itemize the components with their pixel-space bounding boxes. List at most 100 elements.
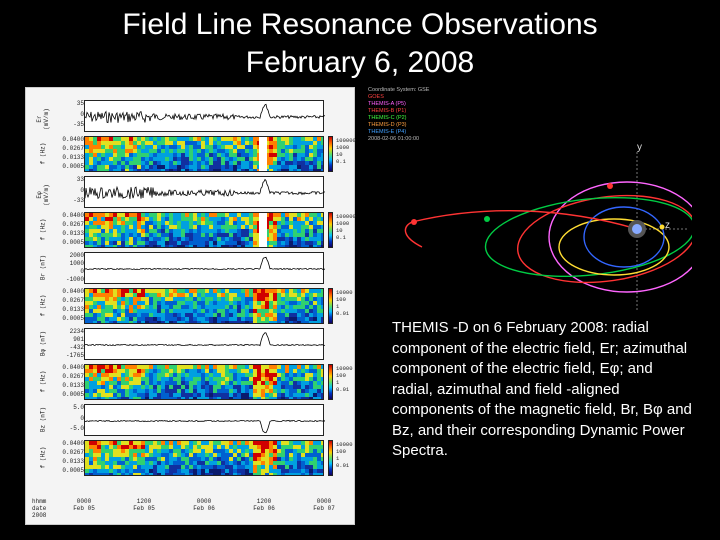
- spectrogram-cell: [241, 233, 245, 237]
- panel-yticks: 33 0 -33: [56, 176, 84, 208]
- spectrogram-cell: [169, 225, 173, 229]
- spectrogram-cell: [201, 393, 205, 397]
- spectrogram-cell: [281, 305, 285, 309]
- spectrogram-cell: [113, 141, 117, 145]
- spectrogram-cell: [197, 165, 201, 169]
- spectrogram-cell: [161, 445, 165, 449]
- spectrogram-cell: [101, 297, 105, 301]
- spectrogram-cell: [185, 165, 189, 169]
- spectrogram-cell: [245, 321, 249, 323]
- spectrogram-cell: [181, 241, 185, 245]
- spectrogram-cell: [109, 229, 113, 233]
- spectrogram-cell: [185, 389, 189, 393]
- spectrogram-image: [85, 213, 323, 247]
- spectrogram-cell: [289, 317, 293, 321]
- spectrogram-cell: [121, 305, 125, 309]
- spectrogram-cell: [89, 473, 93, 475]
- spectrogram-cell: [317, 453, 321, 457]
- spectrogram-cell: [193, 293, 197, 297]
- spectrogram-cell: [133, 237, 137, 241]
- spectrogram-cell: [269, 469, 273, 473]
- spectrogram-cell: [145, 365, 149, 369]
- spectrogram-cell: [173, 225, 177, 229]
- spectrogram-cell: [281, 469, 285, 473]
- spectrogram-cell: [205, 445, 209, 449]
- spectrogram-cell: [129, 317, 133, 321]
- spectrogram-cell: [285, 141, 289, 145]
- spectrogram-panel: [84, 288, 324, 324]
- spectrogram-cell: [265, 293, 269, 297]
- spectrogram-cell: [313, 237, 317, 241]
- spectrogram-cell: [249, 473, 253, 475]
- spectrogram-cell: [217, 141, 221, 145]
- spectrogram-cell: [209, 157, 213, 161]
- spectrogram-cell: [301, 237, 305, 241]
- spectrogram-cell: [109, 393, 113, 397]
- spectrogram-cell: [121, 289, 125, 293]
- spectrogram-cell: [117, 161, 121, 165]
- spectrogram-cell: [137, 289, 141, 293]
- spectrogram-cell: [321, 305, 323, 309]
- spectrogram-cell: [201, 297, 205, 301]
- spectrogram-cell: [209, 385, 213, 389]
- spectrogram-cell: [313, 157, 317, 161]
- spectrogram-cell: [233, 213, 237, 217]
- spectrogram-cell: [245, 145, 249, 149]
- spectrogram-cell: [145, 157, 149, 161]
- spectrogram-cell: [189, 137, 193, 141]
- spectrogram-cell: [161, 153, 165, 157]
- spectrogram-cell: [201, 233, 205, 237]
- spectrogram-cell: [133, 305, 137, 309]
- spectrogram-cell: [193, 145, 197, 149]
- spectrogram-cell: [257, 389, 261, 393]
- spectrogram-cell: [293, 169, 297, 171]
- spectrogram-cell: [101, 161, 105, 165]
- spectrogram-cell: [161, 221, 165, 225]
- spectrogram-cell: [313, 445, 317, 449]
- colorbar: [328, 212, 333, 248]
- spectrogram-cell: [213, 397, 217, 399]
- spectrogram-cell: [89, 373, 93, 377]
- spectrogram-cell: [305, 229, 309, 233]
- spectrogram-cell: [153, 393, 157, 397]
- panel-ylabel: Br (nT): [39, 254, 47, 281]
- spectrogram-cell: [289, 453, 293, 457]
- spectrogram-cell: [221, 149, 225, 153]
- spectrogram-cell: [97, 221, 101, 225]
- spectrogram-cell: [265, 317, 269, 321]
- spectrogram-cell: [289, 137, 293, 141]
- spectrogram-cell: [305, 245, 309, 247]
- spectrogram-cell: [229, 229, 233, 233]
- spectrogram-cell: [141, 157, 145, 161]
- spectrogram-cell: [129, 457, 133, 461]
- spectrogram-cell: [297, 141, 301, 145]
- spectrogram-cell: [321, 441, 323, 445]
- spectrogram-cell: [141, 169, 145, 171]
- spectrogram-cell: [121, 157, 125, 161]
- spectrogram-cell: [113, 213, 117, 217]
- spectrogram-cell: [121, 217, 125, 221]
- spectrogram-cell: [265, 449, 269, 453]
- spectrogram-cell: [305, 473, 309, 475]
- spectrogram-cell: [277, 457, 281, 461]
- spectrogram-cell: [157, 289, 161, 293]
- spectrogram-cell: [285, 373, 289, 377]
- spectrogram-cell: [209, 213, 213, 217]
- spectrogram-cell: [173, 305, 177, 309]
- spectrogram-cell: [249, 293, 253, 297]
- spectrogram-cell: [297, 385, 301, 389]
- spectrogram-cell: [277, 217, 281, 221]
- panel-yticks: 0.0400 0.0267 0.0133 0.0005: [56, 288, 84, 324]
- spectrogram-cell: [153, 445, 157, 449]
- spectrogram-cell: [165, 137, 169, 141]
- spectrogram-cell: [293, 229, 297, 233]
- spectrogram-cell: [245, 469, 249, 473]
- spectrogram-cell: [285, 449, 289, 453]
- spectrogram-cell: [133, 465, 137, 469]
- spectrogram-cell: [177, 381, 181, 385]
- spectrogram-cell: [209, 169, 213, 171]
- spectrogram-cell: [129, 221, 133, 225]
- spectrogram-cell: [265, 309, 269, 313]
- spectrogram-cell: [317, 449, 321, 453]
- spectrogram-cell: [125, 293, 129, 297]
